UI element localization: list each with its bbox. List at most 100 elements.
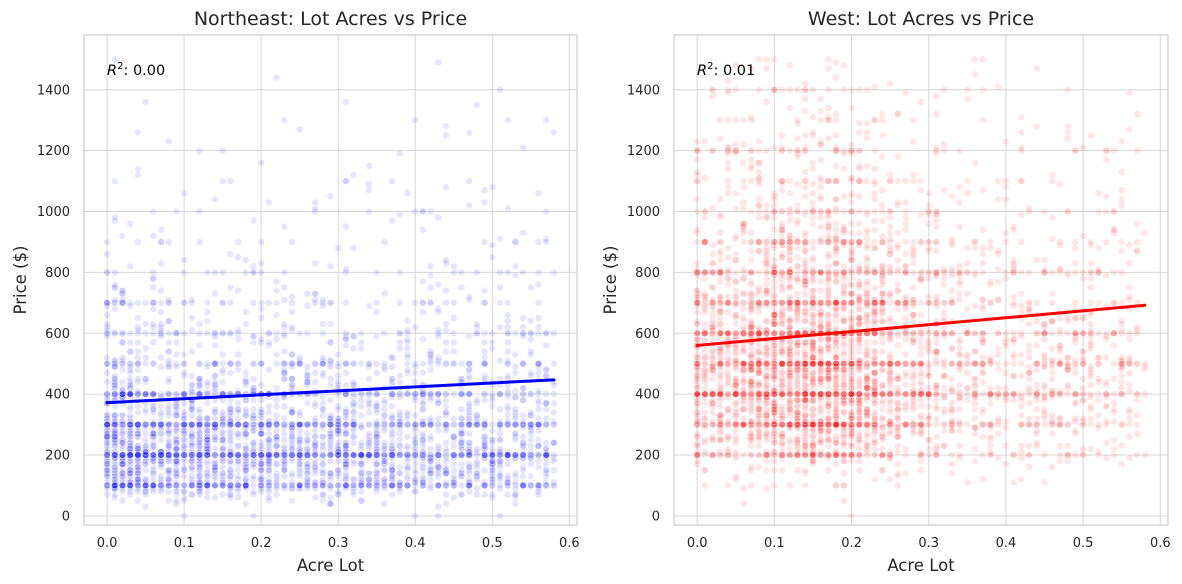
data-point bbox=[1071, 335, 1079, 343]
data-point bbox=[350, 427, 358, 435]
data-point bbox=[342, 421, 350, 429]
data-point bbox=[427, 284, 435, 292]
data-point bbox=[504, 387, 512, 395]
data-point bbox=[442, 402, 450, 410]
data-point bbox=[234, 421, 242, 429]
data-point bbox=[427, 445, 435, 453]
data-point bbox=[388, 414, 396, 423]
data-point bbox=[481, 390, 489, 398]
data-point bbox=[142, 299, 150, 307]
data-point bbox=[365, 390, 373, 398]
data-point bbox=[971, 457, 979, 465]
data-point bbox=[326, 427, 335, 435]
data-point bbox=[303, 290, 311, 298]
data-point bbox=[311, 427, 319, 435]
data-point bbox=[195, 360, 204, 368]
data-point bbox=[840, 165, 848, 173]
data-point bbox=[280, 369, 288, 377]
data-point bbox=[203, 414, 211, 423]
data-point bbox=[126, 421, 134, 429]
data-point bbox=[1017, 144, 1025, 152]
data-point bbox=[732, 399, 740, 407]
data-point bbox=[504, 329, 512, 337]
data-point bbox=[693, 433, 701, 441]
data-point bbox=[519, 360, 527, 368]
data-point bbox=[234, 287, 242, 295]
data-point bbox=[280, 451, 288, 459]
data-point bbox=[979, 86, 987, 94]
data-point bbox=[165, 497, 173, 505]
data-point bbox=[311, 481, 319, 489]
data-point bbox=[504, 357, 512, 365]
data-point bbox=[534, 451, 543, 459]
data-point bbox=[365, 421, 373, 429]
data-point bbox=[550, 439, 558, 447]
data-point bbox=[442, 469, 450, 477]
data-point bbox=[265, 408, 273, 416]
data-point bbox=[365, 481, 373, 489]
data-point bbox=[149, 430, 157, 438]
data-point bbox=[219, 299, 227, 307]
data-point bbox=[894, 229, 902, 237]
data-point bbox=[357, 478, 365, 486]
data-point bbox=[519, 314, 527, 322]
data-point bbox=[188, 390, 196, 398]
data-point bbox=[211, 195, 219, 203]
data-point bbox=[195, 475, 204, 483]
data-point bbox=[111, 214, 119, 222]
data-point bbox=[534, 268, 543, 276]
data-point bbox=[350, 244, 358, 252]
data-point bbox=[473, 472, 481, 480]
data-point bbox=[211, 268, 219, 276]
data-point bbox=[1102, 207, 1110, 216]
data-point bbox=[219, 360, 227, 368]
data-point bbox=[442, 256, 450, 264]
data-point bbox=[986, 442, 995, 450]
data-point bbox=[396, 469, 404, 477]
data-point bbox=[249, 360, 258, 368]
data-point bbox=[450, 390, 458, 398]
data-point bbox=[303, 439, 311, 447]
data-point bbox=[296, 472, 304, 480]
data-point bbox=[234, 335, 242, 343]
data-point bbox=[457, 284, 466, 292]
data-point bbox=[172, 497, 180, 505]
data-point bbox=[126, 469, 134, 477]
data-point bbox=[149, 274, 157, 283]
data-point bbox=[863, 253, 871, 261]
data-point bbox=[732, 439, 740, 447]
data-point bbox=[380, 405, 388, 413]
data-point bbox=[1110, 436, 1118, 444]
data-point bbox=[234, 366, 242, 374]
data-point bbox=[519, 323, 527, 331]
data-point bbox=[226, 360, 234, 368]
data-point bbox=[801, 86, 809, 94]
data-point bbox=[219, 421, 227, 429]
data-point bbox=[396, 268, 404, 276]
data-point bbox=[280, 421, 288, 429]
data-point bbox=[242, 378, 250, 386]
data-point bbox=[234, 494, 242, 502]
data-point bbox=[786, 204, 794, 213]
data-point bbox=[465, 366, 473, 374]
data-point bbox=[963, 244, 971, 252]
data-point bbox=[118, 329, 127, 337]
data-point bbox=[380, 366, 388, 374]
data-point bbox=[481, 354, 489, 362]
data-point bbox=[180, 351, 188, 359]
data-point bbox=[747, 451, 755, 459]
data-point bbox=[847, 308, 856, 316]
data-point bbox=[496, 436, 504, 444]
data-point bbox=[157, 487, 165, 496]
data-point bbox=[203, 317, 211, 325]
data-point bbox=[103, 268, 111, 276]
data-point bbox=[488, 241, 496, 249]
data-point bbox=[542, 390, 550, 398]
data-point bbox=[303, 369, 311, 377]
data-point bbox=[126, 390, 134, 398]
data-point bbox=[326, 375, 335, 383]
data-point bbox=[388, 445, 396, 453]
data-point bbox=[118, 329, 127, 337]
data-point bbox=[1118, 168, 1126, 176]
data-point bbox=[465, 390, 473, 398]
